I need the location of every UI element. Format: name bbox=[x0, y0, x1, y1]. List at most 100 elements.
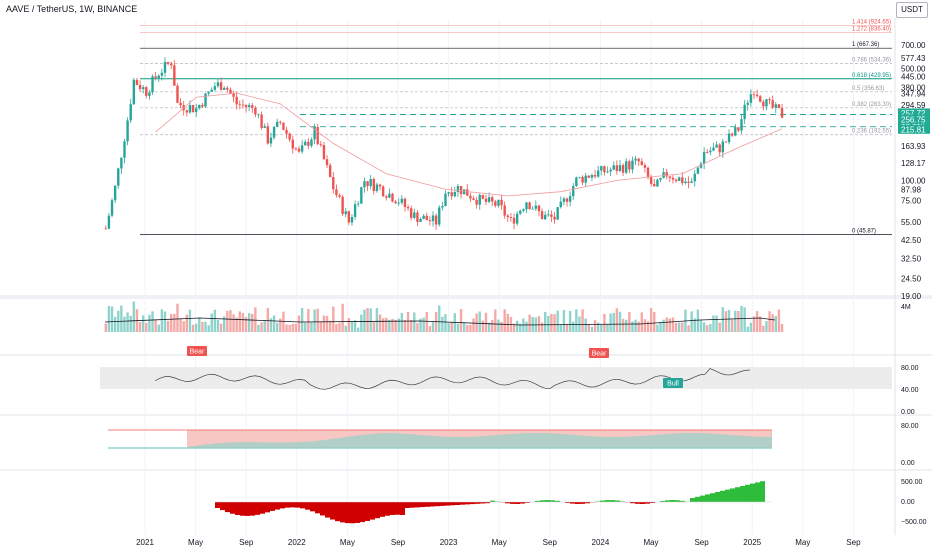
macd-bar bbox=[285, 502, 290, 508]
candle-body bbox=[272, 126, 276, 138]
candle-body bbox=[712, 147, 715, 151]
candle-body bbox=[715, 144, 718, 148]
macd-tick-label: −500.00 bbox=[901, 519, 927, 526]
candle-body bbox=[319, 144, 323, 146]
macd-bar bbox=[705, 494, 710, 502]
volume-bar bbox=[724, 311, 728, 332]
y-tick-label: 75.00 bbox=[901, 196, 922, 205]
volume-bar bbox=[625, 319, 628, 332]
candle-body bbox=[459, 186, 463, 195]
candle-body bbox=[575, 177, 578, 187]
x-tick-label: May bbox=[795, 538, 810, 547]
x-tick-label: May bbox=[188, 538, 203, 547]
volume-bar bbox=[494, 309, 497, 332]
volume-bar bbox=[363, 309, 366, 332]
candle-body bbox=[777, 104, 781, 109]
osc-tick-label: 0.00 bbox=[901, 460, 915, 467]
candle-body bbox=[313, 127, 316, 140]
fib-label: 0.786 (534.36) bbox=[852, 58, 891, 64]
candle-body bbox=[512, 217, 516, 224]
macd-bar bbox=[640, 502, 645, 504]
volume-bar bbox=[774, 316, 778, 332]
macd-bar bbox=[400, 502, 405, 515]
volume-bar bbox=[587, 323, 591, 332]
y-tick-label: 55.00 bbox=[901, 218, 922, 227]
volume-bar bbox=[438, 305, 441, 332]
candle-body bbox=[223, 87, 226, 90]
candle-body bbox=[462, 189, 466, 195]
currency-badge[interactable]: USDT bbox=[896, 2, 928, 18]
macd-bar bbox=[345, 502, 350, 524]
volume-bar bbox=[659, 321, 662, 332]
volume-bar bbox=[621, 318, 625, 332]
candle-body bbox=[687, 181, 690, 183]
candle-body bbox=[444, 193, 447, 207]
volume-bar bbox=[674, 322, 678, 332]
candle-body bbox=[584, 175, 587, 183]
candle-body bbox=[170, 63, 173, 66]
candle-body bbox=[690, 181, 693, 183]
macd-bar bbox=[265, 502, 270, 513]
macd-bar bbox=[680, 500, 685, 502]
volume-bar bbox=[360, 314, 363, 332]
volume-bar bbox=[649, 308, 653, 332]
volume-bar bbox=[656, 324, 659, 332]
candle-body bbox=[724, 141, 728, 143]
volume-bar bbox=[737, 311, 740, 332]
volume-bar bbox=[154, 319, 157, 332]
candle-body bbox=[625, 161, 628, 173]
candle-body bbox=[263, 126, 266, 128]
volume-bar bbox=[403, 320, 407, 332]
volume-bar bbox=[618, 311, 622, 332]
volume-bar bbox=[353, 320, 357, 332]
volume-bar bbox=[263, 320, 266, 332]
y-tick-label: 380.00 bbox=[901, 83, 926, 92]
candle-body bbox=[257, 114, 260, 116]
candle-body bbox=[145, 87, 148, 96]
macd-bar bbox=[340, 502, 345, 523]
volume-bar bbox=[344, 325, 347, 332]
candle-body bbox=[662, 172, 665, 178]
candle-body bbox=[241, 104, 245, 106]
volume-bar bbox=[269, 318, 273, 332]
candle-body bbox=[515, 213, 519, 224]
candle-body bbox=[702, 151, 706, 164]
candle-body bbox=[157, 75, 160, 78]
candle-body bbox=[238, 104, 241, 106]
volume-bar bbox=[718, 322, 721, 332]
candle-body bbox=[590, 175, 594, 178]
candle-body bbox=[522, 209, 525, 211]
candle-body bbox=[247, 105, 251, 107]
candle-body bbox=[612, 165, 615, 170]
volume-bar bbox=[444, 314, 447, 332]
volume-bar bbox=[385, 317, 388, 332]
macd-bar bbox=[505, 502, 510, 504]
macd-bar bbox=[670, 500, 675, 502]
candle-body bbox=[768, 99, 771, 101]
macd-bar bbox=[220, 502, 225, 511]
candle-body bbox=[540, 211, 544, 220]
candle-body bbox=[104, 228, 107, 230]
candle-body bbox=[154, 76, 157, 78]
candle-body bbox=[550, 214, 553, 217]
volume-bar bbox=[562, 310, 566, 332]
macd-bar bbox=[305, 502, 310, 510]
volume-bar bbox=[341, 303, 344, 332]
volume-bar bbox=[216, 319, 220, 332]
macd-bar bbox=[450, 502, 455, 506]
volume-bar bbox=[391, 318, 394, 332]
volume-bar bbox=[310, 322, 313, 332]
candle-body bbox=[447, 192, 450, 194]
volume-bar bbox=[110, 306, 114, 332]
volume-bar bbox=[204, 321, 207, 332]
volume-bar bbox=[693, 318, 696, 332]
macd-bar bbox=[440, 502, 445, 506]
volume-bar bbox=[260, 322, 263, 332]
volume-bar bbox=[138, 322, 142, 332]
macd-bar bbox=[260, 502, 265, 514]
volume-bar bbox=[194, 323, 198, 332]
macd-tick-label: 500.00 bbox=[901, 479, 923, 486]
volume-bar bbox=[484, 312, 488, 332]
candle-body bbox=[141, 87, 145, 90]
